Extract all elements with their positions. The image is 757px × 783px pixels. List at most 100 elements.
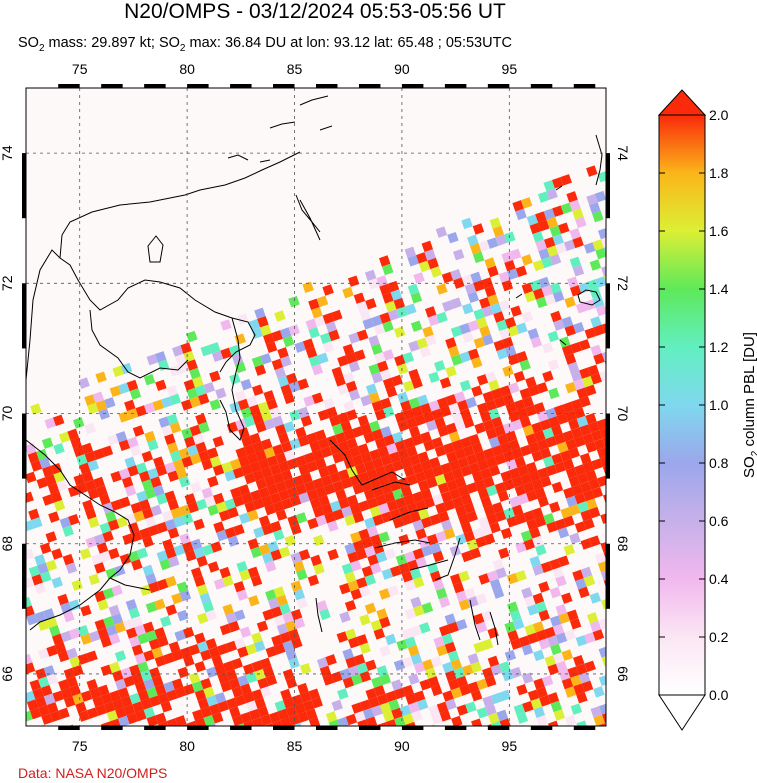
so2-pixel [56,479,68,492]
so2-pixel [491,388,503,400]
lat-label: 68 [615,536,631,552]
so2-pixel [582,375,594,388]
so2-pixel [38,704,50,717]
so2-pixel [167,527,180,539]
so2-pixel [514,513,527,525]
so2-pixel [510,305,522,317]
so2-pixel [523,538,536,551]
so2-pixel [105,567,117,580]
so2-pixel [444,641,457,654]
so2-pixel [111,584,123,597]
so2-pixel [266,455,279,467]
so2-pixel [435,226,448,238]
so2-pixel [548,720,560,726]
so2-pixel [140,669,152,682]
so2-pixel [413,272,425,284]
so2-pixel [416,698,429,711]
so2-pixel [610,290,621,301]
so2-pixel [337,716,349,726]
so2-pixel [415,499,427,512]
so2-pixel [280,384,292,396]
so2-pixel [370,619,383,632]
so2-pixel [464,283,477,295]
so2-pixel [423,411,435,423]
so2-pixel [156,521,168,534]
so2-pixel [54,642,67,654]
so2-pixel [368,696,380,709]
so2-pixel [234,390,247,402]
lat-label: 72 [615,276,631,292]
so2-pixel [268,597,280,610]
so2-pixel [342,343,355,356]
so2-pixel [583,518,595,530]
so2-pixel [533,678,545,690]
so2-pixel [592,296,605,308]
so2-pixel [157,692,170,705]
so2-pixel [451,411,463,423]
so2-pixel [575,216,587,229]
lat-labels-right: 74 72 70 68 66 [615,145,631,682]
so2-pixel [391,374,403,387]
so2-pixel [129,388,142,400]
so2-pixel [209,455,222,468]
so2-pixel [451,468,464,480]
so2-pixel [365,383,378,395]
so2-pixel [30,403,42,415]
so2-pixel [86,678,98,691]
graticule [26,88,606,726]
so2-pixel [497,433,509,446]
so2-pixel [450,573,462,585]
so2-pixel [467,291,480,304]
so2-pixel [45,531,57,543]
so2-pixel [209,370,221,383]
so2-pixel [374,352,386,364]
so2-pixel [578,672,591,684]
so2-pixel [564,353,577,365]
so2-pixel [36,448,48,461]
coastline [26,439,135,631]
so2-pixel [359,699,372,711]
so2-pixel [499,385,512,397]
so2-pixel [543,236,556,249]
so2-pixel [335,489,347,501]
so2-pixel [541,285,553,297]
so2-pixel [527,604,539,616]
so2-pixel [552,290,565,303]
so2-pixel [207,561,220,573]
so2-pixel [589,592,602,604]
so2-pixel [397,420,409,432]
so2-pixel [545,436,558,448]
so2-pixel [118,411,130,423]
so2-pixel [137,632,149,645]
so2-pixel [101,445,114,457]
so2-pixel [558,336,571,348]
so2-pixel [231,657,243,670]
so2-pixel [261,495,273,507]
so2-pixel [562,401,574,414]
so2-pixel [159,615,172,628]
so2-pixel [281,498,293,510]
so2-pixel [497,490,510,503]
so2-pixel [251,632,263,644]
so2-pixel [283,449,296,462]
so2-pixel [132,701,144,713]
so2-pixel [164,490,177,502]
colorbar-tick-label: 1.0 [709,397,729,413]
so2-pixel [26,662,36,674]
so2-pixel [120,667,133,679]
so2-pixel [452,496,464,509]
so2-pixel [119,553,132,565]
so2-pixel [473,337,486,349]
so2-pixel [102,587,115,600]
so2-pixel [254,364,267,376]
so2-pixel [136,490,148,503]
so2-pixel [572,265,585,277]
so2-pixel [561,344,574,357]
so2-pixel [471,385,483,397]
so2-pixel [573,321,585,334]
so2-pixel [183,655,195,667]
so2-pixel [109,690,121,702]
so2-pixel [94,590,106,603]
so2-pixel [42,494,54,506]
so2-pixel [560,507,572,519]
